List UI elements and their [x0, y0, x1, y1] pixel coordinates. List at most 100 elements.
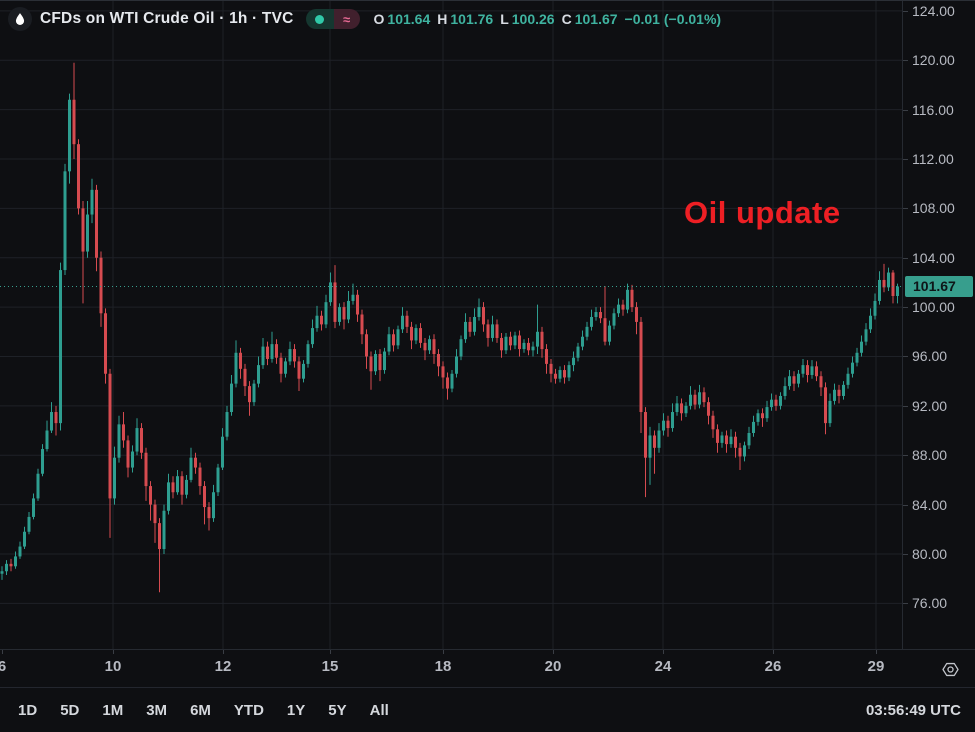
chart-annotation[interactable]: Oil update: [684, 195, 841, 230]
price-tick-label: 96.00: [912, 348, 948, 365]
range-button-5d[interactable]: 5D: [60, 702, 80, 719]
candle-body: [405, 315, 409, 327]
time-tick-label: 6: [0, 658, 7, 675]
candle-body: [522, 342, 526, 350]
candlestick-plot[interactable]: [0, 1, 902, 649]
candle-body: [648, 435, 652, 458]
candle-body: [383, 351, 386, 371]
candle-body: [279, 357, 283, 374]
candle-body: [594, 312, 598, 317]
candle-body: [428, 339, 431, 351]
candle-body: [414, 328, 418, 341]
candle-body: [122, 424, 125, 441]
candle-body: [612, 313, 616, 326]
candle-body: [626, 289, 629, 310]
candle-body: [302, 363, 305, 379]
time-tick-label: 29: [867, 658, 885, 675]
candle-body: [797, 373, 800, 384]
candle-body: [171, 482, 175, 493]
symbol-title[interactable]: CFDs on WTI Crude Oil · 1h · TVC: [40, 10, 294, 27]
market-open-segment: [305, 9, 334, 29]
candle-body: [500, 337, 503, 351]
candle-body: [243, 368, 247, 387]
time-axis[interactable]: 6 10 12 15 18 20 24 26 29: [0, 649, 975, 687]
time-tick-mark: [330, 650, 331, 654]
range-button-5y[interactable]: 5Y: [328, 702, 347, 719]
chart-plot-area[interactable]: Oil update: [0, 1, 902, 649]
candle-body: [540, 331, 544, 350]
price-tick-mark: [903, 603, 908, 605]
candle-body: [554, 373, 557, 379]
time-tick-label: 26: [764, 658, 782, 675]
settings-hexagon-icon: [941, 662, 959, 676]
candle-body: [261, 346, 265, 366]
price-axis[interactable]: 101.67 124.00 120.00 116.00 112.00 108.00 104…: [902, 1, 975, 649]
candle-body: [387, 334, 391, 352]
candle-body: [270, 344, 274, 359]
range-button-ytd[interactable]: YTD: [233, 702, 264, 719]
candle-body: [41, 449, 44, 474]
range-button-all[interactable]: All: [369, 702, 389, 719]
candle-body: [747, 433, 751, 446]
candle-body: [50, 412, 53, 431]
range-button-3m[interactable]: 3M: [146, 702, 168, 719]
candle-body: [585, 326, 589, 337]
candle-body: [180, 476, 184, 495]
candle-body: [590, 316, 593, 327]
price-tick-mark: [903, 405, 908, 407]
candle-body: [252, 383, 256, 403]
candle-body: [684, 405, 688, 414]
candle-body: [725, 435, 728, 445]
candle-body: [293, 349, 296, 362]
ohlc-readout: O 101.64 H 101.76 L 100.26 C 101.67 −0.0…: [374, 11, 722, 27]
range-button-1m[interactable]: 1M: [102, 702, 124, 719]
candle-body: [63, 171, 67, 271]
price-tick-mark: [903, 109, 908, 111]
candle-body: [824, 387, 827, 424]
candle-body: [99, 257, 103, 314]
candle-body: [644, 412, 647, 458]
range-button-1d[interactable]: 1D: [18, 702, 38, 719]
candle-body: [275, 344, 278, 358]
candle-body: [810, 366, 814, 375]
symbol-logo[interactable]: [8, 7, 32, 31]
candle-body: [671, 412, 674, 429]
candle-body: [851, 362, 854, 374]
market-status-toggle[interactable]: ≈: [305, 9, 360, 29]
candle-body: [342, 307, 346, 320]
low-label: L: [500, 11, 509, 27]
candle-body: [527, 342, 530, 351]
candle-body: [833, 389, 836, 401]
candle-body: [887, 272, 890, 288]
candle-body: [482, 307, 485, 325]
candle-body: [297, 361, 301, 379]
candle-body: [608, 325, 611, 342]
axis-settings-button[interactable]: [939, 658, 961, 680]
price-tick-mark: [903, 307, 908, 309]
candle-body: [203, 486, 206, 508]
candle-body: [468, 321, 472, 332]
candle-body: [630, 289, 634, 308]
candle-body: [315, 315, 319, 329]
candle-body: [392, 334, 395, 346]
candle-body: [716, 429, 719, 443]
candle-body: [396, 329, 400, 346]
candle-body: [207, 507, 211, 519]
candle-body: [743, 445, 746, 457]
timezone-clock[interactable]: 03:56:49 UTC: [865, 702, 961, 719]
time-tick-mark: [443, 650, 444, 654]
candle-body: [621, 304, 625, 310]
candle-body: [306, 344, 310, 364]
candle-body: [23, 531, 26, 547]
range-button-6m[interactable]: 6M: [190, 702, 211, 719]
candle-body: [239, 352, 242, 369]
candle-body: [878, 279, 881, 301]
price-tick-mark: [903, 158, 908, 160]
candle-body: [144, 452, 148, 487]
candle-body: [284, 361, 287, 374]
candle-body: [27, 516, 31, 532]
close-label: C: [561, 11, 572, 27]
high-label: H: [437, 11, 448, 27]
candle-body: [774, 399, 778, 406]
range-button-1y[interactable]: 1Y: [286, 702, 306, 719]
